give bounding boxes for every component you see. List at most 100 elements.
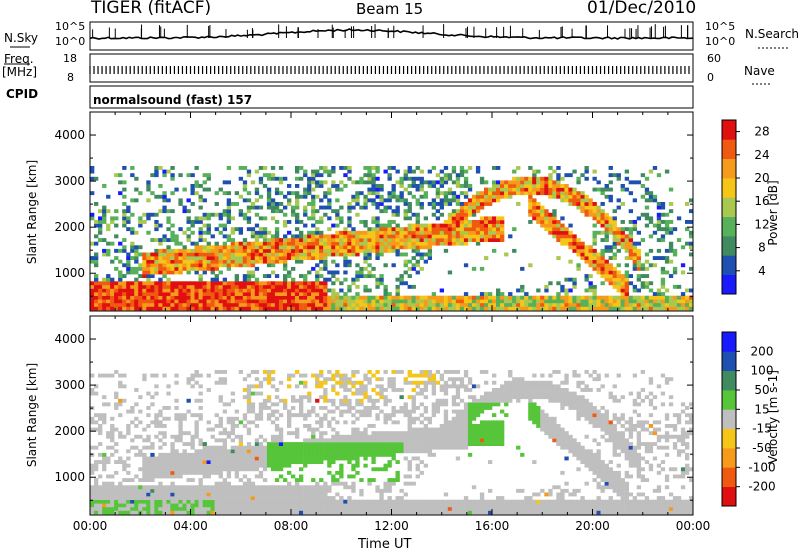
velocity-cell xyxy=(319,452,324,457)
velocity-cell xyxy=(142,438,147,443)
power-cell xyxy=(347,205,352,210)
power-cell xyxy=(254,259,260,264)
power-cell xyxy=(407,184,412,188)
power-cell xyxy=(484,230,489,235)
velocity-cell xyxy=(278,445,284,450)
power-cell xyxy=(407,166,412,170)
power-cell xyxy=(274,230,280,235)
velocity-cell xyxy=(319,449,324,454)
power-cell xyxy=(154,292,159,296)
power-cell xyxy=(492,180,497,185)
velocity-cell xyxy=(94,463,99,468)
power-cell xyxy=(327,205,332,210)
velocity-cell xyxy=(287,488,292,493)
power-cell xyxy=(488,302,493,307)
power-cell xyxy=(564,302,569,307)
velocity-cell xyxy=(371,388,376,392)
power-cell xyxy=(363,238,368,242)
velocity-cell xyxy=(359,409,364,414)
velocity-cell xyxy=(323,452,328,457)
power-cell xyxy=(395,230,400,235)
velocity-cell xyxy=(230,438,236,443)
power-cell xyxy=(471,194,477,199)
power-cell xyxy=(552,230,557,235)
velocity-cell xyxy=(174,485,179,490)
power-cell xyxy=(222,227,228,232)
power-cell xyxy=(612,209,617,214)
power-cell xyxy=(343,173,348,178)
power-cell xyxy=(262,230,268,235)
velocity-cell xyxy=(283,492,288,497)
power-cell xyxy=(118,292,123,296)
velocity-cell xyxy=(270,438,276,443)
velocity-cell xyxy=(327,510,332,515)
power-cell xyxy=(170,248,175,253)
power-cell xyxy=(660,256,666,260)
velocity-cell xyxy=(379,409,384,414)
power-cell xyxy=(262,259,268,264)
power-cell xyxy=(122,180,127,185)
velocity-cell xyxy=(387,413,392,418)
power-cell xyxy=(335,245,340,250)
power-cell xyxy=(407,245,412,250)
velocity-cell xyxy=(162,460,167,464)
power-cell xyxy=(246,288,252,293)
power-cell xyxy=(106,295,111,300)
velocity-cell xyxy=(246,503,252,508)
velocity-cell xyxy=(170,467,175,472)
power-cell xyxy=(475,230,481,235)
velocity-cell xyxy=(98,496,103,500)
power-cell xyxy=(102,284,107,289)
power-cell xyxy=(287,238,292,242)
velocity-cell xyxy=(222,452,228,457)
power-cell xyxy=(532,205,537,210)
power-cell xyxy=(283,220,288,224)
velocity-cell xyxy=(258,434,264,439)
velocity-cell xyxy=(110,499,115,504)
power-cell xyxy=(516,184,521,188)
velocity-cell xyxy=(315,373,320,378)
power-cell xyxy=(423,223,429,228)
power-cell xyxy=(162,274,167,278)
power-cell xyxy=(471,266,477,271)
power-cell xyxy=(676,216,682,221)
power-cell xyxy=(311,216,316,221)
power-cell xyxy=(250,281,256,286)
power-cell xyxy=(475,169,481,174)
power-cell xyxy=(250,306,256,311)
power-cell xyxy=(250,302,256,307)
velocity-cell xyxy=(250,496,256,500)
velocity-cell xyxy=(110,496,115,500)
power-cell xyxy=(291,205,296,210)
power-cell xyxy=(500,194,505,199)
velocity-cell xyxy=(206,485,211,490)
velocity-cell xyxy=(327,488,332,493)
power-cell xyxy=(363,284,368,289)
power-cell xyxy=(367,230,372,235)
velocity-cell xyxy=(266,373,272,378)
velocity-cell xyxy=(351,384,356,389)
velocity-cell xyxy=(274,427,280,432)
power-cell xyxy=(190,230,195,235)
power-cell xyxy=(218,299,223,304)
power-cell xyxy=(492,299,497,304)
velocity-cell xyxy=(363,427,368,432)
power-cell xyxy=(122,245,127,250)
power-cell xyxy=(150,263,155,268)
power-cell xyxy=(415,184,420,188)
velocity-cell xyxy=(387,431,392,436)
velocity-cell xyxy=(238,370,244,374)
power-cell xyxy=(664,288,670,293)
velocity-cell xyxy=(134,485,139,490)
power-cell xyxy=(335,198,340,203)
power-cell xyxy=(118,191,123,196)
power-cell xyxy=(660,270,666,275)
power-cell xyxy=(274,299,280,304)
power-cell xyxy=(222,292,228,296)
power-cell xyxy=(138,299,143,304)
power-cell xyxy=(186,288,191,293)
power-cell xyxy=(90,302,95,307)
velocity-cell xyxy=(202,506,207,511)
power-cell xyxy=(632,252,638,257)
velocity-cell xyxy=(122,463,127,468)
